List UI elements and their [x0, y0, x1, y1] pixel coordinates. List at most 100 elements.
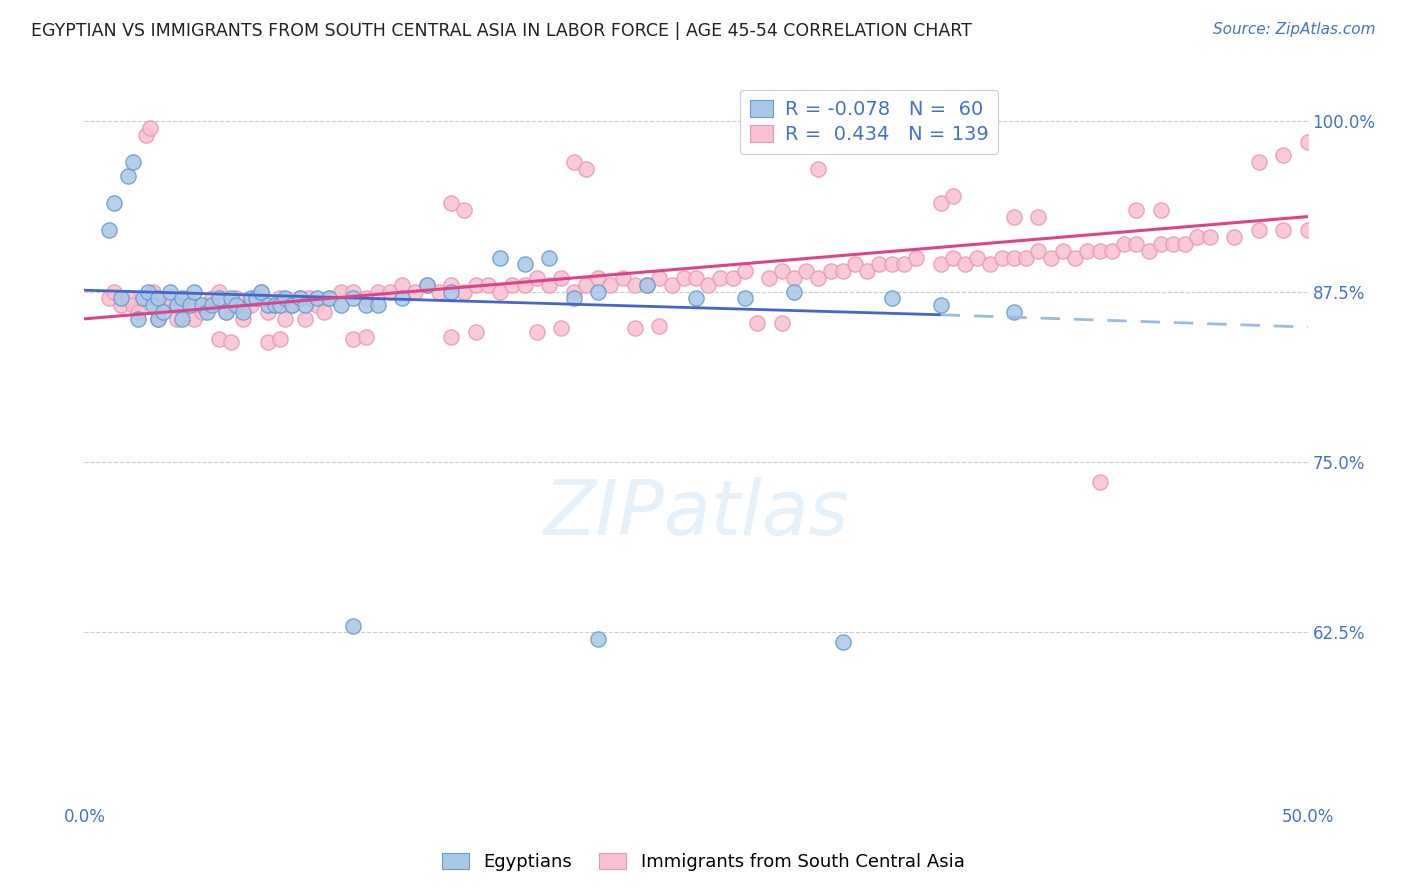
- Point: [342, 618, 364, 632]
- Point: [1272, 223, 1295, 237]
- Point: [191, 298, 214, 312]
- Point: [953, 257, 976, 271]
- Point: [1198, 230, 1220, 244]
- Point: [232, 305, 254, 319]
- Point: [783, 285, 806, 299]
- Point: [526, 326, 548, 340]
- Point: [200, 298, 222, 312]
- Point: [127, 305, 149, 319]
- Point: [929, 196, 952, 211]
- Point: [195, 298, 218, 312]
- Point: [869, 257, 891, 271]
- Point: [453, 285, 475, 299]
- Point: [575, 277, 598, 292]
- Point: [183, 311, 205, 326]
- Point: [264, 298, 287, 312]
- Point: [464, 326, 486, 340]
- Point: [586, 632, 609, 647]
- Point: [274, 311, 297, 326]
- Point: [135, 128, 157, 142]
- Point: [820, 264, 842, 278]
- Point: [318, 292, 340, 306]
- Point: [440, 285, 463, 299]
- Point: [1150, 236, 1173, 251]
- Point: [200, 292, 222, 306]
- Point: [929, 298, 952, 312]
- Point: [318, 292, 340, 306]
- Point: [330, 298, 353, 312]
- Point: [734, 292, 756, 306]
- Point: [225, 292, 247, 306]
- Point: [117, 292, 139, 306]
- Point: [1161, 236, 1184, 251]
- Point: [142, 285, 165, 299]
- Point: [893, 257, 915, 271]
- Point: [1272, 148, 1295, 162]
- Point: [172, 311, 194, 326]
- Point: [103, 196, 125, 211]
- Point: [152, 298, 174, 312]
- Point: [562, 285, 585, 299]
- Point: [239, 292, 262, 306]
- Point: [550, 271, 572, 285]
- Point: [709, 271, 731, 285]
- Point: [991, 251, 1014, 265]
- Point: [249, 285, 271, 299]
- Point: [281, 298, 304, 312]
- Point: [1247, 155, 1270, 169]
- Point: [1137, 244, 1160, 258]
- Point: [586, 285, 609, 299]
- Point: [208, 332, 231, 346]
- Point: [97, 223, 120, 237]
- Point: [685, 271, 707, 285]
- Point: [526, 271, 548, 285]
- Point: [110, 292, 132, 306]
- Point: [747, 316, 769, 330]
- Point: [1028, 210, 1050, 224]
- Point: [294, 298, 316, 312]
- Point: [1296, 135, 1319, 149]
- Point: [166, 311, 188, 326]
- Point: [110, 298, 132, 312]
- Point: [166, 298, 188, 312]
- Point: [648, 271, 671, 285]
- Point: [1002, 251, 1025, 265]
- Point: [117, 169, 139, 183]
- Point: [1039, 251, 1062, 265]
- Point: [305, 292, 328, 306]
- Point: [758, 271, 780, 285]
- Point: [97, 292, 120, 306]
- Point: [219, 298, 242, 312]
- Point: [685, 292, 707, 306]
- Point: [172, 292, 194, 306]
- Point: [305, 298, 328, 312]
- Point: [440, 196, 463, 211]
- Point: [453, 202, 475, 217]
- Point: [770, 264, 793, 278]
- Point: [416, 277, 439, 292]
- Point: [966, 251, 988, 265]
- Point: [136, 285, 159, 299]
- Point: [489, 285, 512, 299]
- Point: [831, 635, 853, 649]
- Point: [672, 271, 695, 285]
- Point: [354, 329, 377, 343]
- Point: [1125, 236, 1147, 251]
- Point: [249, 285, 271, 299]
- Point: [257, 334, 280, 349]
- Point: [1247, 223, 1270, 237]
- Point: [721, 271, 744, 285]
- Point: [1223, 230, 1246, 244]
- Point: [404, 285, 426, 299]
- Point: [208, 285, 231, 299]
- Point: [807, 271, 830, 285]
- Point: [464, 277, 486, 292]
- Point: [538, 251, 561, 265]
- Point: [288, 292, 311, 306]
- Text: Source: ZipAtlas.com: Source: ZipAtlas.com: [1212, 22, 1375, 37]
- Point: [1002, 210, 1025, 224]
- Point: [880, 292, 903, 306]
- Point: [354, 298, 377, 312]
- Point: [215, 305, 238, 319]
- Point: [354, 292, 377, 306]
